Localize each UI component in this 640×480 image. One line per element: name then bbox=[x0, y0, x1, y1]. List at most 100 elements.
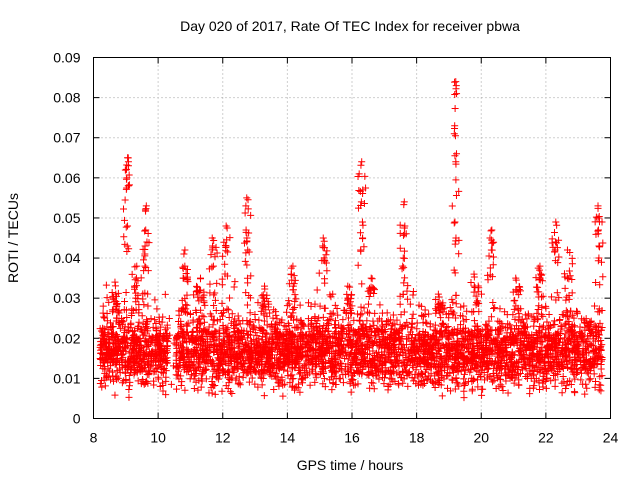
data-point bbox=[468, 308, 475, 315]
x-tick-label: 12 bbox=[215, 430, 231, 446]
data-point bbox=[123, 224, 130, 231]
data-point bbox=[321, 238, 328, 245]
data-point bbox=[543, 385, 550, 392]
data-point bbox=[123, 289, 130, 296]
data-point bbox=[478, 392, 485, 399]
data-point bbox=[562, 321, 569, 328]
chart-title: Day 020 of 2017, Rate Of TEC Index for r… bbox=[180, 18, 520, 34]
data-point bbox=[131, 284, 138, 291]
data-point bbox=[401, 255, 408, 262]
y-tick-label: 0.07 bbox=[53, 130, 80, 146]
data-point bbox=[339, 316, 346, 323]
data-point bbox=[131, 263, 138, 270]
data-point bbox=[244, 301, 251, 308]
data-point bbox=[100, 303, 107, 310]
data-point bbox=[209, 390, 216, 397]
data-point bbox=[103, 282, 110, 289]
data-point bbox=[340, 379, 347, 386]
data-point bbox=[358, 198, 365, 205]
data-point bbox=[125, 386, 132, 393]
y-tick-label: 0.06 bbox=[53, 170, 80, 186]
roti-scatter-chart: 8 10 12 14 16 18 20 22 2400.010.020.030.040.050.… bbox=[0, 0, 640, 480]
data-point bbox=[453, 300, 460, 307]
data-point bbox=[546, 311, 553, 318]
data-point bbox=[191, 385, 198, 392]
data-point bbox=[222, 247, 229, 254]
data-point bbox=[243, 194, 250, 201]
data-point bbox=[284, 302, 291, 309]
data-point bbox=[120, 233, 127, 240]
data-point bbox=[104, 294, 111, 301]
data-point bbox=[553, 222, 560, 229]
data-point bbox=[400, 264, 407, 271]
data-point bbox=[542, 303, 549, 310]
x-tick-label: 16 bbox=[344, 430, 360, 446]
x-tick-label: 10 bbox=[150, 430, 166, 446]
data-point bbox=[140, 301, 147, 308]
data-point bbox=[219, 253, 226, 260]
data-point bbox=[360, 243, 367, 250]
data-point bbox=[365, 301, 372, 308]
data-point bbox=[432, 322, 439, 329]
data-point bbox=[489, 247, 496, 254]
data-point bbox=[128, 306, 135, 313]
data-point bbox=[452, 105, 459, 112]
data-point bbox=[112, 282, 119, 289]
data-point bbox=[410, 311, 417, 318]
data-point bbox=[577, 324, 584, 331]
data-point bbox=[578, 370, 585, 377]
data-point bbox=[526, 390, 533, 397]
data-point bbox=[219, 300, 226, 307]
data-point bbox=[143, 316, 150, 323]
data-point bbox=[247, 309, 254, 316]
data-point bbox=[511, 306, 518, 313]
data-point bbox=[538, 311, 545, 318]
data-point bbox=[595, 243, 602, 250]
data-point bbox=[344, 283, 351, 290]
data-point bbox=[552, 218, 559, 225]
data-point bbox=[209, 373, 216, 380]
data-point bbox=[355, 262, 362, 269]
y-tick-label: 0 bbox=[73, 411, 81, 427]
data-point bbox=[200, 289, 207, 296]
data-point bbox=[173, 386, 180, 393]
data-point bbox=[439, 392, 446, 399]
data-point bbox=[328, 386, 335, 393]
data-point bbox=[316, 270, 323, 277]
data-point bbox=[144, 303, 151, 310]
data-point bbox=[231, 284, 238, 291]
data-point bbox=[366, 323, 373, 330]
data-point bbox=[552, 383, 559, 390]
data-point bbox=[499, 383, 506, 390]
data-point bbox=[290, 306, 297, 313]
data-point bbox=[348, 389, 355, 396]
data-point bbox=[272, 308, 279, 315]
data-point bbox=[543, 318, 550, 325]
data-point bbox=[469, 387, 476, 394]
data-point bbox=[135, 319, 142, 326]
data-point bbox=[403, 288, 410, 295]
data-point bbox=[496, 305, 503, 312]
data-point bbox=[184, 323, 191, 330]
x-axis-label: GPS time / hours bbox=[297, 457, 404, 473]
data-point bbox=[332, 302, 339, 309]
data-point bbox=[100, 314, 107, 321]
data-point bbox=[148, 315, 155, 322]
data-point bbox=[551, 229, 558, 236]
x-tick-label: 22 bbox=[538, 430, 554, 446]
data-point bbox=[369, 275, 376, 282]
data-point bbox=[270, 386, 277, 393]
data-point bbox=[559, 389, 566, 396]
data-point bbox=[379, 310, 386, 317]
data-point bbox=[533, 310, 540, 317]
data-point bbox=[197, 275, 204, 282]
data-point bbox=[517, 287, 524, 294]
data-point bbox=[198, 384, 205, 391]
data-point bbox=[363, 317, 370, 324]
data-point bbox=[369, 318, 376, 325]
data-point bbox=[198, 371, 205, 378]
chart-root: 8 10 12 14 16 18 20 22 24 0 0.01 0.02 0.03 0.04 0.05 0.… bbox=[0, 0, 640, 480]
data-point bbox=[245, 196, 252, 203]
data-point bbox=[549, 239, 556, 246]
data-point bbox=[409, 315, 416, 322]
